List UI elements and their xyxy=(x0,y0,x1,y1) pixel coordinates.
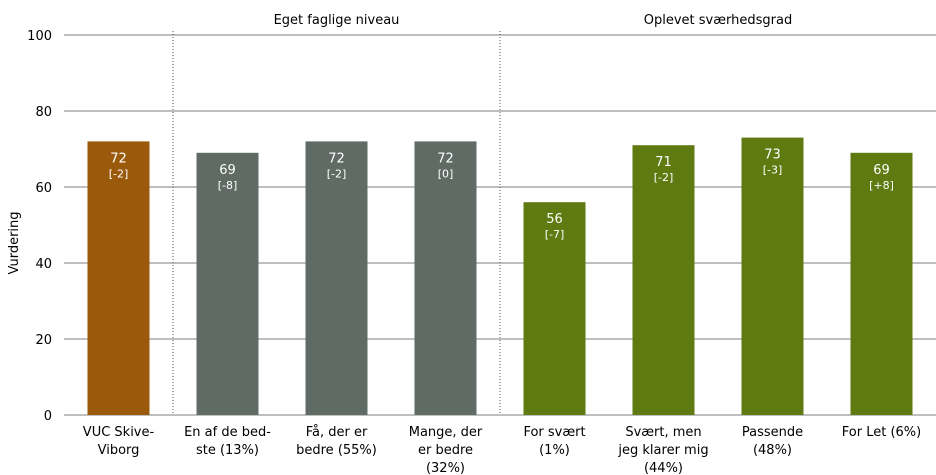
category-label: For Let (6%) xyxy=(842,425,921,440)
category-label: For svært (1%) xyxy=(523,425,585,458)
bar-delta-label: [+8] xyxy=(869,179,894,192)
bar-delta-label: [0] xyxy=(438,167,454,180)
category-label-line: bedre (55%) xyxy=(296,443,377,458)
y-tick-label: 20 xyxy=(35,333,52,348)
category-label: Mange, der er bedre (32%) xyxy=(409,425,483,475)
category-label-line: Svært, men xyxy=(625,425,701,440)
bar-delta-label: [-2] xyxy=(109,167,129,180)
bar-value-label: 72 xyxy=(437,151,454,166)
y-axis-label: Vurdering xyxy=(7,211,22,274)
category-label-line: (44%) xyxy=(644,461,683,475)
category-label-line: VUC Skive- xyxy=(83,425,155,440)
bar xyxy=(523,202,586,415)
bar-value-label: 69 xyxy=(219,163,236,178)
category-label-line: For Let (6%) xyxy=(842,425,921,440)
category-label-line: Mange, der xyxy=(409,425,483,440)
bar-delta-label: [-3] xyxy=(763,164,783,177)
bar-value-label: 72 xyxy=(328,151,345,166)
bars: 72[-2] 69[-8]72[-2]72[0]56[-7]71[-2]73[-3… xyxy=(87,137,913,416)
category-label-line: ste (13%) xyxy=(196,443,259,458)
category-label: Passende (48%) xyxy=(742,425,803,458)
category-label-line: (32%) xyxy=(426,461,465,475)
bar-value-label: 73 xyxy=(764,148,781,163)
bar xyxy=(196,152,259,416)
bar xyxy=(305,141,368,415)
category-label: VUC Skive- Viborg xyxy=(83,425,155,458)
category-label: Få, der er bedre (55%) xyxy=(296,425,377,458)
category-label-line: (48%) xyxy=(753,443,792,458)
category-label: En af de bed-ste (13%) xyxy=(184,425,271,458)
bar-value-label: 69 xyxy=(873,163,890,178)
y-tick-label: 0 xyxy=(44,409,52,424)
bar-delta-label: [-2] xyxy=(327,167,347,180)
y-tick-label: 80 xyxy=(35,105,52,120)
y-tick-label: 60 xyxy=(35,181,52,196)
category-label-line: jeg klarer mig xyxy=(617,443,708,458)
y-tick-label: 40 xyxy=(35,257,52,272)
bar-delta-label: [-8] xyxy=(218,179,238,192)
bar xyxy=(741,137,804,415)
category-label-line: Få, der er xyxy=(306,425,368,440)
bar-delta-label: [-7] xyxy=(545,228,565,241)
bar xyxy=(632,145,695,415)
group-header: Eget faglige niveau xyxy=(274,13,400,28)
bar-value-label: 56 xyxy=(546,212,563,227)
y-axis: 0 20 40 60 80 100 xyxy=(27,29,52,424)
category-label-line: En af de bed- xyxy=(184,425,271,440)
y-tick-label: 100 xyxy=(27,29,52,44)
bar-value-label: 71 xyxy=(655,155,672,170)
category-label-line: For svært xyxy=(523,425,585,440)
category-label-line: Viborg xyxy=(98,443,140,458)
group-headers: Eget faglige niveau Oplevet sværhedsgrad xyxy=(172,13,792,415)
bar xyxy=(87,141,150,415)
x-axis: VUC Skive- Viborg En af de bed-ste (13%) Få… xyxy=(83,425,921,475)
category-label-line: er bedre xyxy=(418,443,473,458)
bar-value-label: 72 xyxy=(110,151,127,166)
category-label: Svært, men jeg klarer mig (44%) xyxy=(617,425,708,475)
bar xyxy=(850,152,913,416)
category-label-line: (1%) xyxy=(539,443,570,458)
group-header: Oplevet sværhedsgrad xyxy=(644,13,792,28)
bar xyxy=(414,141,477,415)
category-label-line: Passende xyxy=(742,425,803,440)
bar-delta-label: [-2] xyxy=(654,171,674,184)
